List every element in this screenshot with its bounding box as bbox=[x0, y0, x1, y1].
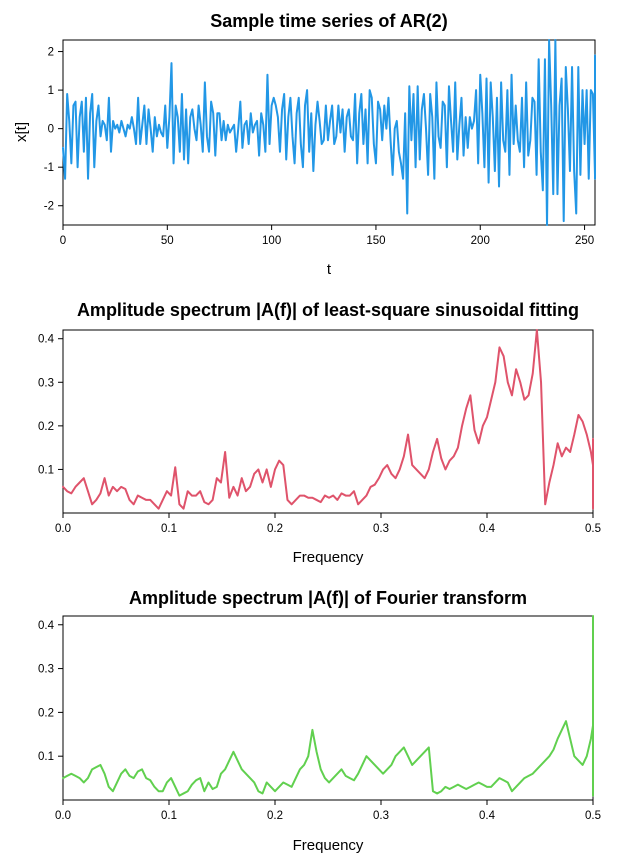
y-tick-label: -2 bbox=[44, 201, 54, 213]
y-axis: -2 -1 0 1 2 bbox=[44, 47, 63, 213]
x-tick-label: 50 bbox=[161, 235, 174, 247]
x-tick-label: 0 bbox=[60, 235, 66, 247]
x-tick-label: 0.1 bbox=[161, 810, 177, 822]
x-axis: 0.0 0.1 0.2 0.3 0.4 0.5 bbox=[55, 800, 601, 822]
series-group bbox=[62, 39, 596, 226]
y-tick-label: 0 bbox=[48, 124, 54, 136]
x-tick-label: 0.4 bbox=[479, 523, 496, 535]
x-tick-label: 0.2 bbox=[267, 810, 283, 822]
chart-title: Amplitude spectrum |A(f)| of Fourier tra… bbox=[129, 588, 527, 608]
y-tick-label: 0.2 bbox=[38, 707, 54, 719]
x-tick-label: 0.5 bbox=[585, 523, 601, 535]
x-tick-label: 0.0 bbox=[55, 523, 71, 535]
x-tick-label: 0.0 bbox=[55, 810, 71, 822]
chart-title: Amplitude spectrum |A(f)| of least-squar… bbox=[77, 300, 579, 320]
y-tick-label: 1 bbox=[48, 85, 54, 97]
x-tick-label: 100 bbox=[262, 235, 281, 247]
y-tick-label: 0.2 bbox=[38, 421, 54, 433]
chart-title: Sample time series of AR(2) bbox=[210, 11, 447, 31]
series-line bbox=[62, 39, 596, 226]
x-tick-label: 150 bbox=[366, 235, 385, 247]
x-tick-label: 0.3 bbox=[373, 810, 389, 822]
y-tick-label: 2 bbox=[48, 47, 54, 59]
x-axis-label: Frequency bbox=[293, 549, 364, 566]
chart-panel-ar2: Sample time series of AR(2) 0 50 100 150 200… bbox=[13, 11, 596, 278]
x-tick-label: 250 bbox=[575, 235, 594, 247]
x-tick-label: 0.2 bbox=[267, 523, 283, 535]
y-tick-label: 0.1 bbox=[38, 751, 54, 763]
x-tick-label: 0.3 bbox=[373, 523, 389, 535]
y-tick-label: 0.1 bbox=[38, 464, 54, 476]
series-line bbox=[62, 329, 594, 510]
chart-panel-fourier-spectrum: Amplitude spectrum |A(f)| of Fourier tra… bbox=[38, 588, 601, 854]
x-axis-label: t bbox=[327, 261, 332, 278]
x-tick-label: 0.4 bbox=[479, 810, 496, 822]
series-group bbox=[62, 329, 594, 510]
plot-frame bbox=[62, 329, 594, 514]
x-axis: 0 50 100 150 200 250 bbox=[60, 225, 594, 247]
y-tick-label: 0.3 bbox=[38, 377, 54, 389]
x-tick-label: 0.1 bbox=[161, 523, 177, 535]
series-line bbox=[62, 615, 594, 797]
y-tick-label: 0.4 bbox=[38, 620, 55, 632]
x-axis: 0.0 0.1 0.2 0.3 0.4 0.5 bbox=[55, 513, 601, 535]
y-tick-label: 0.4 bbox=[38, 334, 55, 346]
y-axis: 0.1 0.2 0.3 0.4 bbox=[38, 334, 63, 476]
y-axis-label: x[t] bbox=[13, 122, 30, 142]
x-tick-label: 200 bbox=[471, 235, 490, 247]
series-group bbox=[62, 615, 594, 797]
x-axis-label: Frequency bbox=[293, 837, 364, 854]
chart-panel-lsq-spectrum: Amplitude spectrum |A(f)| of least-squar… bbox=[38, 300, 601, 566]
x-tick-label: 0.5 bbox=[585, 810, 601, 822]
y-tick-label: -1 bbox=[44, 162, 54, 174]
y-tick-label: 0.3 bbox=[38, 664, 54, 676]
y-axis: 0.1 0.2 0.3 0.4 bbox=[38, 620, 63, 763]
